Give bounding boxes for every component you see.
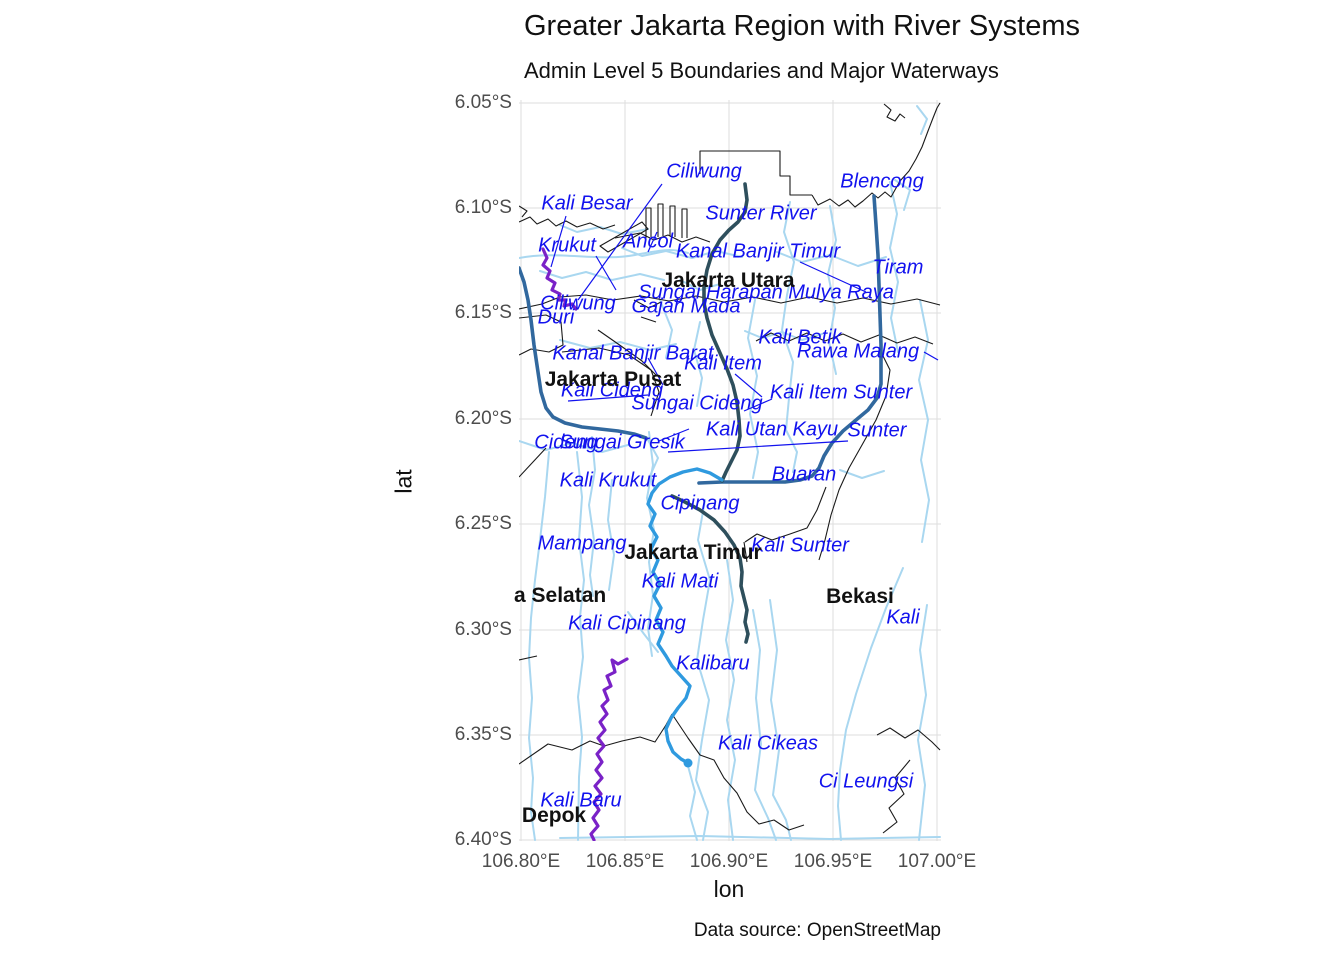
minor-waterways — [519, 105, 941, 841]
river-label-kali-sunter: Kali Sunter — [751, 534, 849, 557]
x-axis-title: lon — [713, 876, 745, 902]
river-label-kali-item: Kali Item — [684, 352, 762, 375]
river-label-kalibaru: Kalibaru — [676, 652, 750, 675]
plot-title: Greater Jakarta Region with River System… — [524, 10, 1081, 42]
river-label-cideng: Cideng — [534, 431, 598, 454]
river-label-kali: Kali — [886, 606, 920, 629]
river-label-kali-betik: Kali Betik — [758, 326, 842, 349]
grid-lines — [519, 100, 941, 841]
y-tick-6-30-s: 6.30°S — [454, 619, 512, 640]
river-label-krukut: Krukut — [538, 234, 596, 257]
river-label-ci-leungsi: Ci Leungsi — [818, 770, 914, 793]
y-tick-6-25-s: 6.25°S — [454, 513, 512, 534]
x-tick-106-95-e: 106.95°E — [793, 851, 873, 872]
y-tick-6-40-s: 6.40°S — [454, 829, 512, 850]
river-kanal-banjir-timur — [702, 182, 749, 483]
river-label-kali-baru: Kali Baru — [540, 789, 622, 812]
river-label-gajah-mada: Gajah Mada — [631, 295, 741, 318]
city-label-jakarta-utara: Jakarta Utara — [661, 269, 795, 292]
river-label-kali-cikeas: Kali Cikeas — [717, 732, 819, 755]
river-label-cipinang: Cipinang — [660, 492, 740, 515]
y-tick-6-35-s: 6.35°S — [454, 724, 512, 745]
city-label-a-selatan: a Selatan — [514, 584, 607, 607]
river-label-kali-besar: Kali Besar — [541, 192, 633, 215]
river-label-sungai-harapan-mulya-raya: Sungai Harapan Mulya Raya — [638, 281, 894, 304]
map-panel — [519, 100, 941, 841]
river-label-blencong: Blencong — [840, 170, 924, 193]
city-label-depok: Depok — [521, 804, 587, 827]
river-label-kali-cipinang: Kali Cipinang — [568, 612, 686, 635]
river-label-sungai-gresik: Sungai Gresik — [559, 431, 685, 454]
x-tick-106-85-e: 106.85°E — [585, 851, 665, 872]
river-kalibaru-pool — [683, 758, 693, 768]
river-label-duri: Duri — [537, 306, 575, 329]
river-label-kali-mati: Kali Mati — [641, 570, 719, 593]
x-tick-106-80-e: 106.80°E — [481, 851, 561, 872]
river-label-kali-krukut: Kali Krukut — [559, 469, 657, 492]
label-leader-lines — [550, 183, 939, 453]
river-label-sungai-cideng: Sungai Cideng — [631, 392, 763, 415]
y-tick-6-10-s: 6.10°S — [454, 197, 512, 218]
river-label-tiram: Tiram — [872, 256, 924, 279]
river-label-ciliwung: Ciliwung — [666, 160, 742, 183]
river-cipinang-kalibaru — [646, 467, 724, 765]
major-rivers — [519, 182, 883, 841]
river-label-ancol: Ancol — [622, 230, 674, 253]
river-label-kanal-banjir-barat: Kanal Banjir Barat — [552, 342, 714, 365]
y-tick-6-20-s: 6.20°S — [454, 408, 512, 429]
y-axis-title: lat — [390, 469, 417, 494]
river-label-ciliwung: Ciliwung — [540, 292, 616, 315]
river-label-sunter-river: Sunter River — [705, 202, 817, 225]
data-source-caption: Data source: OpenStreetMap — [693, 920, 941, 941]
city-label-jakarta-timur: Jakarta Timur — [624, 541, 762, 564]
x-tick-106-90-e: 106.90°E — [689, 851, 769, 872]
river-ciliwung-north — [541, 247, 578, 311]
city-label-jakarta-pusat: Jakarta Pusat — [544, 368, 682, 391]
city-label-bekasi: Bekasi — [826, 585, 894, 608]
plot-subtitle: Admin Level 5 Boundaries and Major Water… — [524, 58, 999, 83]
river-label-buaran: Buaran — [771, 463, 837, 486]
river-kali-sunter-south — [670, 494, 750, 644]
y-tick-6-15-s: 6.15°S — [454, 302, 512, 323]
x-tick-107-00-e: 107.00°E — [897, 851, 977, 872]
river-label-mampang: Mampang — [537, 532, 627, 555]
river-sunter-buaran — [697, 194, 883, 485]
river-label-sunter: Sunter — [847, 419, 907, 442]
river-kali-baru-south — [589, 657, 629, 841]
river-label-kali-cideng: Kali Cideng — [560, 379, 664, 402]
river-label-kanal-banjir-timur: Kanal Banjir Timur — [675, 240, 841, 263]
river-label-rawa-malang: Rawa Malang — [796, 340, 920, 363]
river-label-kali-utan-kayu: Kali Utan Kayu — [705, 418, 839, 441]
river-kanal-banjir-barat — [519, 266, 648, 440]
y-tick-6-05-s: 6.05°S — [454, 92, 512, 113]
admin-boundaries — [519, 102, 941, 834]
river-label-kali-item-sunter: Kali Item Sunter — [769, 381, 913, 404]
